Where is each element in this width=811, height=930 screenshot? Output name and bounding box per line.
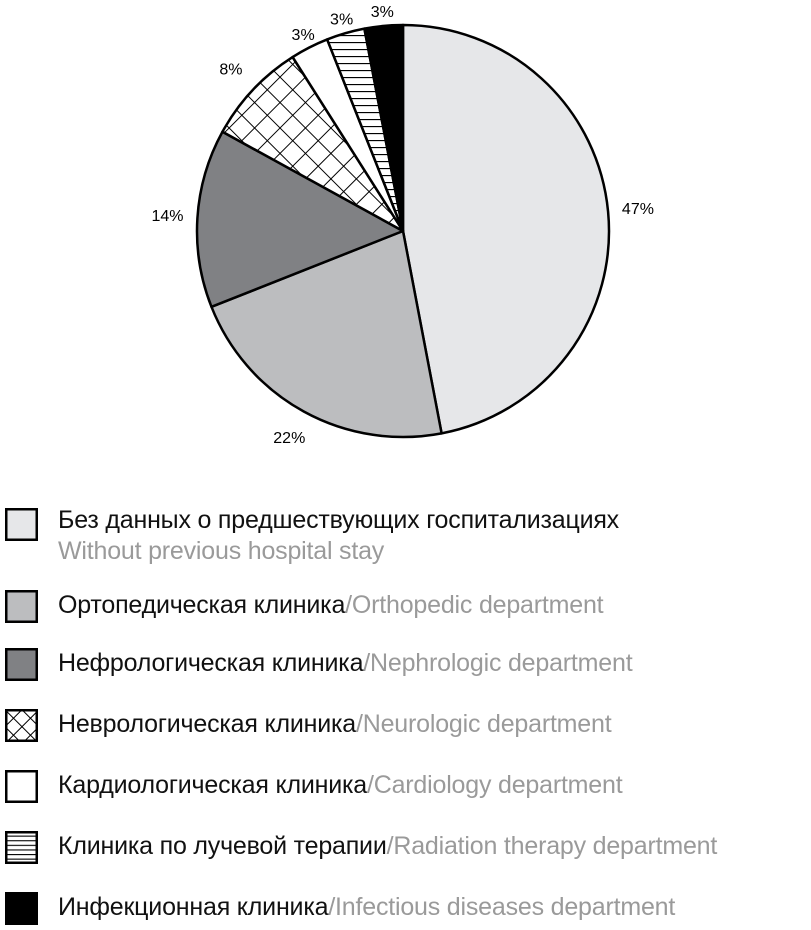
- legend-item: Нефрологическая клиника/Nephrologic depa…: [5, 648, 633, 681]
- legend-item: Без данных о предшествующих госпитализац…: [5, 506, 619, 567]
- legend-item: Ортопедическая клиника/Orthopedic depart…: [5, 590, 604, 623]
- slice-value-label: 3%: [292, 27, 315, 44]
- legend-label-ru: Клиника по лучевой терапии: [58, 832, 387, 860]
- legend-label-ru: Ортопедическая клиника: [58, 591, 346, 619]
- legend-label-en: /Orthopedic department: [345, 591, 604, 619]
- legend-swatch-icon: [5, 892, 38, 925]
- pie-chart: 47% 22% 14% 8% 3% 3% 3%: [151, 4, 654, 447]
- slice-value-label: 22%: [273, 430, 305, 447]
- legend-label-en: /Neurologic department: [356, 710, 612, 738]
- legend-swatch-icon: [5, 590, 38, 623]
- legend-swatch-icon: [5, 831, 38, 864]
- legend-label-ru: Нефрологическая клиника: [58, 649, 364, 677]
- legend-label-ru: Неврологическая клиника: [58, 710, 356, 738]
- legend-label-en: Without previous hospital stay: [58, 537, 385, 565]
- slice-value-label: 3%: [330, 12, 353, 29]
- legend-item: Инфекционная клиника/Infectious diseases…: [5, 892, 675, 925]
- pie-slice: [195, 130, 405, 309]
- legend-label-en: /Cardiology department: [367, 771, 623, 799]
- legend-item: Кардиологическая клиника/Cardiology depa…: [5, 770, 623, 803]
- pie-slice: [221, 55, 405, 233]
- slice-value-label: 47%: [622, 201, 654, 218]
- legend-item: Клиника по лучевой терапии/Radiation the…: [5, 831, 717, 864]
- slice-value-label: 8%: [219, 61, 242, 78]
- legend-swatch-icon: [5, 770, 38, 803]
- slice-value-label: 14%: [151, 208, 183, 225]
- legend-swatch-icon: [5, 709, 38, 742]
- legend-label-ru: Без данных о предшествующих госпитализац…: [58, 506, 619, 534]
- pie-slice: [210, 229, 443, 439]
- legend-label-ru: Инфекционная клиника: [58, 893, 329, 921]
- legend-label-en: /Infectious diseases department: [328, 893, 676, 921]
- slice-value-label: 3%: [371, 4, 394, 21]
- legend-label-en: /Nephrologic department: [363, 649, 633, 677]
- legend-swatch-icon: [5, 648, 38, 681]
- legend-label-en: /Radiation therapy department: [386, 832, 718, 860]
- legend-item: Неврологическая клиника/Neurologic depar…: [5, 709, 612, 742]
- legend-swatch-icon: [5, 508, 38, 541]
- pie-slice: [401, 23, 611, 435]
- pie-slice: [363, 23, 405, 233]
- legend-label-ru: Кардиологическая клиника: [58, 771, 367, 799]
